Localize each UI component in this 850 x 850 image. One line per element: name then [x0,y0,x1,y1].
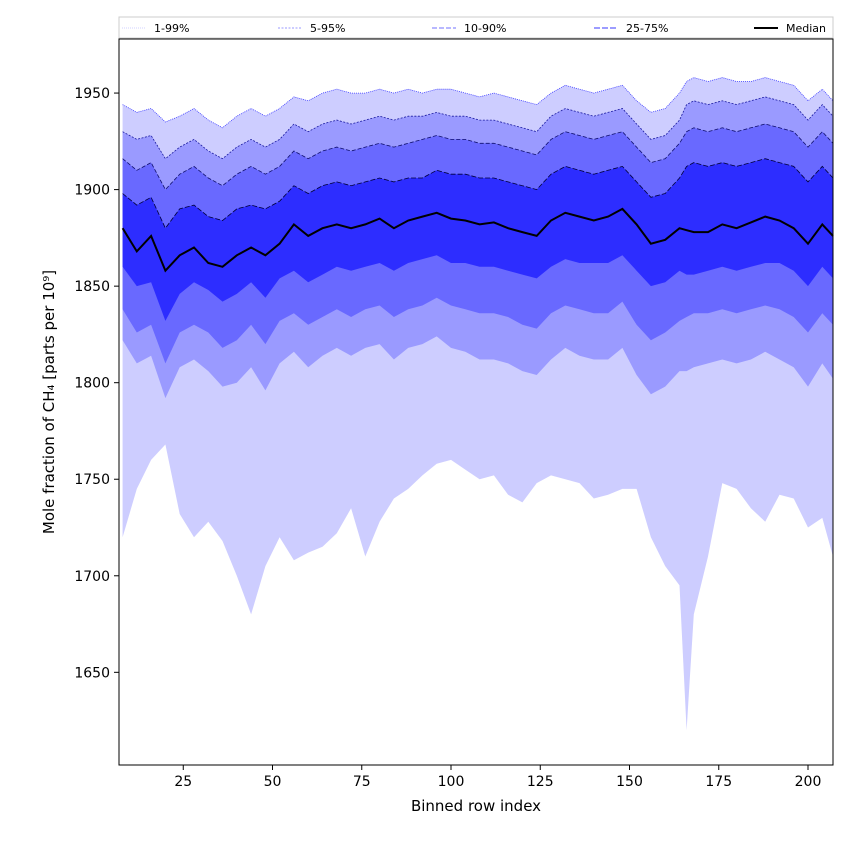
x-tick-label: 50 [264,774,282,790]
y-tick-label: 1900 [74,183,110,199]
x-tick-label: 75 [353,774,371,790]
y-axis-label: Mole fraction of CH₄ [parts per 10⁹] [40,270,58,534]
line-p75 [122,158,834,229]
y-tick-label: 1700 [74,569,110,585]
legend: 1-99% 5-95% 10-90% 25-75% Median [118,16,834,39]
y-tick-label: 1850 [74,279,110,295]
median-line [121,207,834,273]
x-tick-label: 175 [705,774,732,790]
x-tick-label: 25 [174,774,192,790]
band-p25-p75 [122,158,834,321]
x-tick-label: 200 [795,774,822,790]
y-tick-label: 1800 [74,376,110,392]
x-axis-label: Binned row index [411,797,541,815]
legend-label-p01_p99: 1-99% [154,22,189,35]
legend-label-p25_p75: 25-75% [626,22,668,35]
y-tick-label: 1750 [74,472,110,488]
x-tick-label: 100 [438,774,465,790]
legend-frame [118,16,834,39]
x-axis-ticks: 25 50 75 100 125 150 175 200 [174,765,821,790]
line-p99 [122,77,834,129]
x-tick-label: 150 [616,774,643,790]
legend-label-median: Median [786,22,826,35]
plot-frame [118,38,834,766]
y-tick-label: 1950 [74,86,110,102]
legend-label-p05_p95: 5-95% [310,22,345,35]
percentile-bands [122,77,834,731]
percentile-lines [121,77,834,273]
y-axis-ticks: 1650 1700 1750 1800 1850 1900 1950 [74,86,119,681]
line-p95 [122,96,834,160]
line-p90 [122,123,834,191]
y-tick-label: 1650 [74,665,110,681]
x-tick-label: 125 [527,774,554,790]
legend-label-p10_p90: 10-90% [464,22,506,35]
